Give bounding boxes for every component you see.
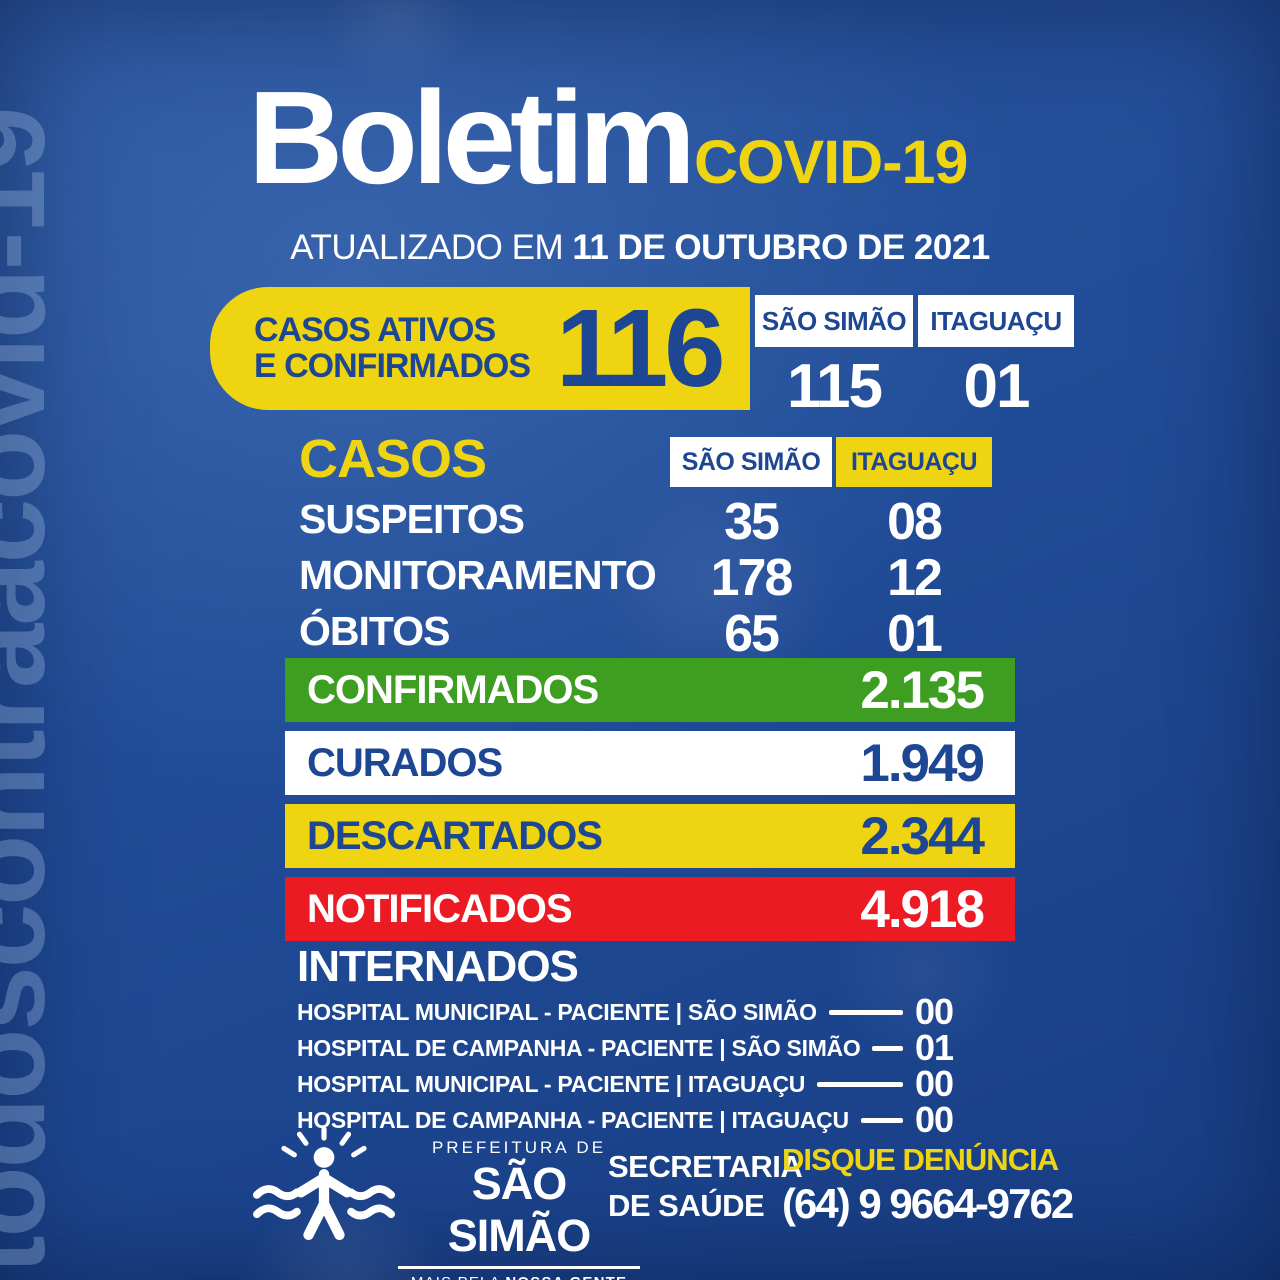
cases-section-title: CASOS <box>299 429 487 489</box>
table-row-obitos: ÓBITOS 65 01 <box>0 604 1280 663</box>
hospital-label: HOSPITAL DE CAMPANHA - PACIENTE | SÃO SI… <box>297 1034 861 1061</box>
logo-city-name: SÃO SIMÃO <box>447 1158 592 1261</box>
total-bar-curados: CURADOS 1.949 <box>285 731 1015 795</box>
list-item: HOSPITAL MUNICIPAL - PACIENTE | ITAGUAÇU… <box>297 1063 969 1104</box>
bar-value: 2.344 <box>860 806 985 866</box>
health-department-label: SECRETARIA DE SAÚDE <box>608 1149 803 1223</box>
row-label: ÓBITOS <box>299 608 450 654</box>
table-row-suspeitos: SUSPEITOS 35 08 <box>0 492 1280 551</box>
city-header-sao-simao: SÃO SIMÃO <box>755 295 913 347</box>
hotline-label: DISQUE DENÚNCIA <box>782 1142 1059 1177</box>
row-value-itaguacu: 08 <box>887 493 943 551</box>
row-value-itaguacu: 12 <box>887 549 943 607</box>
active-cases-column-sao-simao: SÃO SIMÃO 115 <box>755 295 913 422</box>
active-cases-total: 116 <box>556 286 725 410</box>
list-item: HOSPITAL DE CAMPANHA - PACIENTE | ITAGUA… <box>297 1099 969 1140</box>
updated-date: 11 DE OUTUBRO DE 2021 <box>572 228 990 267</box>
header: Boletim COVID-19 <box>248 64 968 211</box>
row-value-sao-simao: 178 <box>710 549 794 607</box>
total-bar-descartados: DESCARTADOS 2.344 <box>285 804 1015 868</box>
hotline-phone-number: (64) 9 9664-9762 <box>782 1180 1074 1227</box>
hospital-label: HOSPITAL MUNICIPAL - PACIENTE | SÃO SIMÃ… <box>297 998 817 1025</box>
row-label: SUSPEITOS <box>299 496 525 542</box>
table-row-monitoramento: MONITORAMENTO 178 12 <box>0 548 1280 607</box>
list-item: HOSPITAL DE CAMPANHA - PACIENTE | SÃO SI… <box>297 1027 969 1068</box>
active-cases-label: CASOS ATIVOS E CONFIRMADOS <box>254 311 531 385</box>
bar-label: NOTIFICADOS <box>307 886 573 931</box>
bar-value: 2.135 <box>860 660 985 720</box>
page-title: Boletim <box>248 64 696 211</box>
updated-date-line: ATUALIZADO EM 11 DE OUTUBRO DE 2021 <box>220 228 1060 268</box>
active-cases-box: CASOS ATIVOS E CONFIRMADOS 116 <box>210 287 750 410</box>
bar-label: DESCARTADOS <box>307 813 603 858</box>
watermark-text: todoscontraacovid-19 <box>0 108 69 1274</box>
city-header-itaguacu: ITAGUAÇU <box>918 295 1074 347</box>
hospitalized-section-title: INTERNADOS <box>297 942 579 991</box>
hotline: DISQUE DENÚNCIA (64) 9 9664-9762 <box>782 1142 1074 1228</box>
leader-line <box>817 1081 903 1087</box>
city-logo-text: PREFEITURA DE SÃO SIMÃO MAIS PELA NOSSA … <box>398 1138 640 1280</box>
active-cases-column-itaguacu: ITAGUAÇU 01 <box>918 295 1074 422</box>
hospital-label: HOSPITAL DE CAMPANHA - PACIENTE | ITAGUA… <box>297 1106 849 1133</box>
row-value-itaguacu: 01 <box>887 605 943 663</box>
list-item: HOSPITAL MUNICIPAL - PACIENTE | SÃO SIMÃ… <box>297 991 969 1032</box>
leader-line <box>872 1045 903 1051</box>
person-sun-waves-icon <box>253 1126 395 1241</box>
logo-tagline: MAIS PELA NOSSA GENTE <box>398 1265 640 1280</box>
updated-prefix: ATUALIZADO EM <box>290 228 573 267</box>
total-bar-confirmados: CONFIRMADOS 2.135 <box>285 658 1015 722</box>
row-label: MONITORAMENTO <box>299 552 657 598</box>
row-value-sao-simao: 35 <box>724 493 780 551</box>
hospital-value: 00 <box>915 1063 954 1104</box>
hospital-value: 00 <box>915 991 954 1032</box>
page-title-highlight: COVID-19 <box>694 128 968 196</box>
total-bar-notificados: NOTIFICADOS 4.918 <box>285 877 1015 941</box>
bar-label: CURADOS <box>307 740 503 785</box>
leader-line <box>828 1009 903 1015</box>
active-cases-value-itaguacu: 01 <box>963 352 1031 421</box>
cases-column-header-sao-simao: SÃO SIMÃO <box>670 437 832 487</box>
active-cases-value-sao-simao: 115 <box>786 352 883 421</box>
hospital-value: 00 <box>915 1099 954 1140</box>
hospital-label: HOSPITAL MUNICIPAL - PACIENTE | ITAGUAÇU <box>297 1070 806 1097</box>
row-value-sao-simao: 65 <box>724 605 780 663</box>
hospital-value: 01 <box>915 1027 954 1068</box>
bar-label: CONFIRMADOS <box>307 667 599 712</box>
bar-value: 4.918 <box>860 879 985 939</box>
leader-line <box>860 1117 903 1123</box>
bar-value: 1.949 <box>860 733 985 793</box>
cases-column-header-itaguacu: ITAGUAÇU <box>836 437 992 487</box>
hospitalized-rows: HOSPITAL MUNICIPAL - PACIENTE | SÃO SIMÃ… <box>297 991 969 1140</box>
logo-prefeitura-line: PREFEITURA DE <box>431 1138 607 1157</box>
